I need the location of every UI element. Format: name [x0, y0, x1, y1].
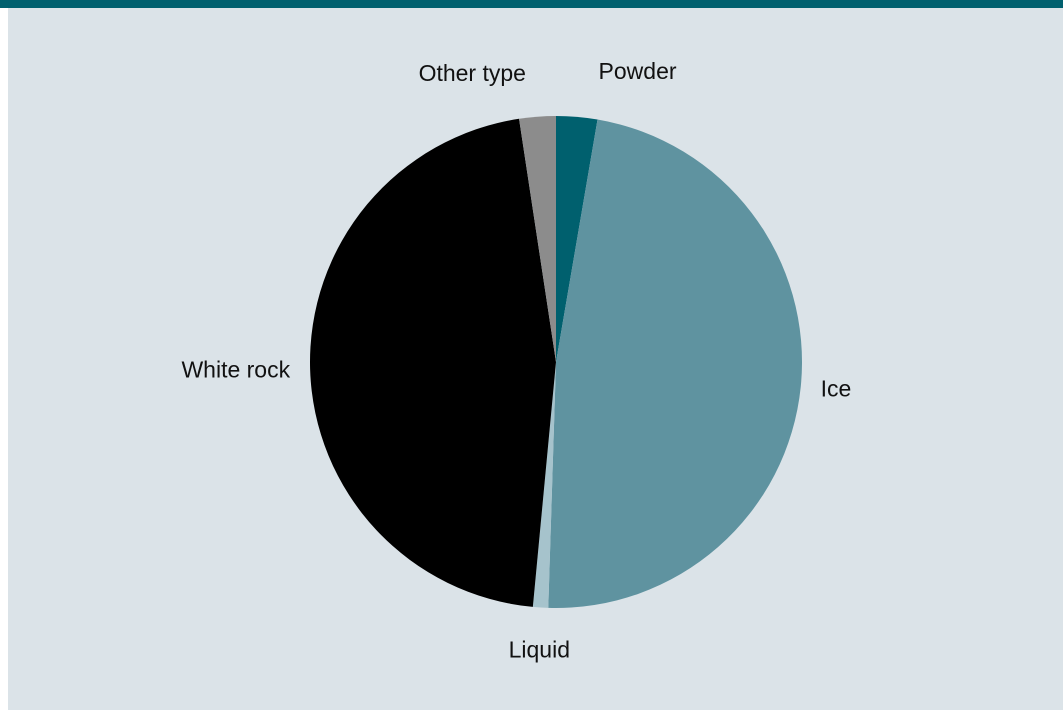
pie-slices	[310, 116, 802, 608]
pie-labels: Powder Ice Liquid White rock Other type	[181, 58, 851, 663]
label-ice: Ice	[821, 376, 852, 402]
top-accent-bar	[0, 0, 1063, 8]
slice-liquid	[532, 362, 556, 608]
label-other-type: Other type	[419, 60, 526, 86]
label-liquid: Liquid	[509, 636, 570, 662]
slice-other-type	[519, 116, 556, 362]
slice-powder	[556, 116, 598, 362]
slice-ice	[548, 119, 802, 608]
label-white-rock: White rock	[181, 357, 290, 383]
label-powder: Powder	[599, 58, 677, 84]
slice-white-rock	[310, 118, 556, 607]
